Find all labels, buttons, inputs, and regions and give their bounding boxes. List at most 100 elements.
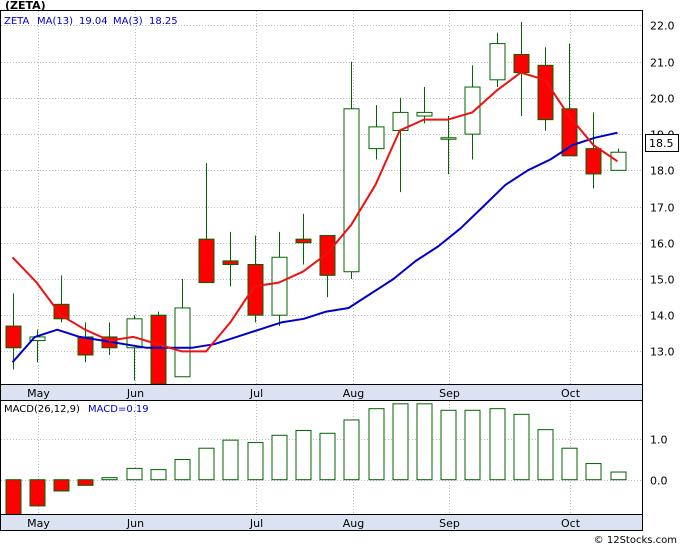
down-candle-body [247, 263, 264, 316]
macd-bar-positive [174, 459, 191, 481]
macd-bar-positive [198, 447, 215, 481]
up-candle-body [343, 108, 360, 273]
legend-ma13-value: 19.04 [79, 16, 108, 27]
candle [247, 235, 264, 323]
down-candle-body [53, 303, 70, 320]
macd-x-tick-label: Oct [561, 517, 581, 530]
legend-symbol: ZETA [4, 16, 30, 27]
up-candle-body [610, 151, 627, 171]
candles [5, 21, 627, 384]
down-candle-body [585, 148, 602, 175]
last-price-badge-box [645, 134, 679, 152]
macd-bars [5, 403, 627, 514]
candle [610, 148, 627, 171]
up-candle-body [464, 86, 481, 135]
watermark: © 12Stocks.com [594, 535, 677, 546]
price-y-tick-label: 13.0 [650, 346, 675, 359]
candle [368, 105, 385, 160]
macd-bar-positive [464, 409, 481, 481]
macd-x-tick-label: Jul [249, 517, 263, 530]
macd-bar-positive [101, 477, 118, 481]
candle [271, 231, 288, 327]
macd-y-tick-label: 0.0 [650, 475, 668, 488]
macd-bar-positive [222, 439, 239, 481]
price-x-axis-strip [0, 384, 643, 401]
up-candle-body [440, 137, 457, 140]
price-y-tick-label: 18.0 [650, 165, 675, 178]
price-y-tick-label: 14.0 [650, 310, 675, 323]
down-candle-body [150, 314, 167, 384]
price-x-tick-label: Oct [561, 387, 581, 400]
macd-bar-positive [561, 447, 578, 481]
macd-y-axis: 0.0 1.0 [650, 434, 668, 488]
macd-bar-positive [126, 467, 143, 481]
macd-bar-positive [392, 403, 409, 481]
macd-bar-negative [77, 479, 94, 486]
price-x-tick-label: Aug [343, 387, 364, 400]
price-x-axis: May Jun Jul Aug Sep Oct [27, 387, 581, 400]
macd-bar-positive [585, 463, 602, 481]
down-candle-body [222, 260, 239, 265]
candle [489, 32, 506, 88]
price-x-tick-label: May [27, 387, 50, 400]
price-y-tick-label: 15.0 [650, 274, 675, 287]
price-y-tick-label: 16.0 [650, 238, 675, 251]
macd-bar-positive [247, 442, 264, 481]
ticker-title: (ZETA) [5, 0, 46, 12]
last-price-badge: 18.5 [645, 134, 679, 152]
macd-bar-negative [5, 479, 22, 514]
down-candle-body [198, 238, 215, 284]
price-y-tick-label: 17.0 [650, 202, 675, 215]
price-y-tick-label: 20.0 [650, 93, 675, 106]
price-plot-area [0, 10, 643, 385]
up-candle-body [271, 256, 288, 316]
ma13-line [11, 131, 618, 363]
candle [343, 61, 360, 279]
macd-x-tick-label: Jun [126, 517, 144, 530]
price-x-tick-label: Sep [439, 387, 460, 400]
candle [392, 97, 409, 193]
macd-bar-positive [368, 408, 385, 481]
price-x-tick-label: Jun [126, 387, 144, 400]
macd-x-axis-strip [0, 514, 643, 531]
macd-bar-positive [610, 471, 627, 481]
macd-x-axis: May Jun Jul Aug Sep Oct [27, 517, 581, 530]
macd-bar-negative [29, 479, 46, 507]
macd-y-tick-label: 1.0 [650, 434, 668, 447]
legend-ma3-value: 18.25 [149, 16, 178, 27]
price-y-tick-label: 21.0 [650, 57, 675, 70]
macd-bar-positive [150, 469, 167, 481]
candle [295, 213, 312, 265]
legend-ma13-label: MA(13) [37, 16, 73, 27]
candle [319, 235, 336, 298]
candle [198, 163, 215, 284]
candle [416, 87, 433, 124]
down-candle-body [295, 238, 312, 244]
up-candle-body [416, 111, 433, 117]
macd-bar-positive [513, 413, 530, 481]
macd-bar-positive [416, 403, 433, 481]
moving-average-lines [11, 71, 619, 363]
candle [126, 315, 143, 381]
up-candle-body [489, 43, 506, 81]
candle [5, 293, 22, 370]
macd-bar-positive [319, 432, 336, 481]
macd-x-tick-label: May [27, 517, 50, 530]
macd-x-tick-label: Sep [439, 517, 460, 530]
down-candle-body [513, 53, 530, 74]
candle [440, 116, 457, 174]
ma3-line [11, 71, 619, 353]
macd-panel: 0.0 1.0 MACD(26,12,9) MACD=0.19 [0, 400, 668, 515]
price-panel: 13.014.015.016.017.018.019.020.021.022.0… [0, 0, 679, 385]
macd-label: MACD(26,12,9) [4, 404, 80, 415]
last-price-badge-text: 18.5 [649, 137, 674, 150]
macd-x-tick-label: Aug [343, 517, 364, 530]
macd-bar-positive [440, 409, 457, 481]
macd-bar-positive [271, 434, 288, 481]
up-candle-body [368, 126, 385, 150]
down-candle-body [537, 64, 554, 121]
candle [585, 112, 602, 189]
macd-bar-positive [295, 429, 312, 481]
